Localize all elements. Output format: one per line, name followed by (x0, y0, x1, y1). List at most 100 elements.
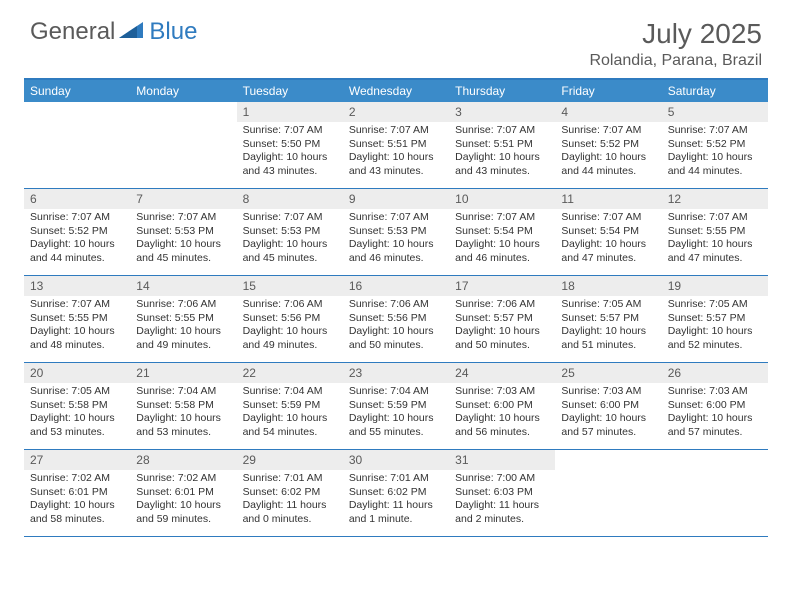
day-number: 8 (237, 189, 343, 209)
sunrise-line: Sunrise: 7:03 AM (561, 385, 655, 399)
day-number: 18 (555, 276, 661, 296)
daylight-line: Daylight: 10 hours and 53 minutes. (136, 412, 230, 439)
sunset-line: Sunset: 6:00 PM (455, 399, 549, 413)
day-details: Sunrise: 7:03 AMSunset: 6:00 PMDaylight:… (449, 383, 555, 444)
day-details: Sunrise: 7:06 AMSunset: 5:56 PMDaylight:… (237, 296, 343, 357)
daylight-line: Daylight: 11 hours and 0 minutes. (243, 499, 337, 526)
sunset-line: Sunset: 6:01 PM (30, 486, 124, 500)
sunrise-line: Sunrise: 7:07 AM (561, 124, 655, 138)
sunrise-line: Sunrise: 7:05 AM (561, 298, 655, 312)
day-details: Sunrise: 7:07 AMSunset: 5:54 PMDaylight:… (449, 209, 555, 270)
calendar-day: 27Sunrise: 7:02 AMSunset: 6:01 PMDayligh… (24, 450, 130, 536)
calendar-day: 6Sunrise: 7:07 AMSunset: 5:52 PMDaylight… (24, 189, 130, 275)
day-number: 12 (662, 189, 768, 209)
day-details: Sunrise: 7:02 AMSunset: 6:01 PMDaylight:… (130, 470, 236, 531)
day-number: 31 (449, 450, 555, 470)
sunrise-line: Sunrise: 7:06 AM (349, 298, 443, 312)
calendar-day: 13Sunrise: 7:07 AMSunset: 5:55 PMDayligh… (24, 276, 130, 362)
sunset-line: Sunset: 5:54 PM (455, 225, 549, 239)
sunset-line: Sunset: 5:59 PM (243, 399, 337, 413)
day-number: 26 (662, 363, 768, 383)
day-details: Sunrise: 7:07 AMSunset: 5:54 PMDaylight:… (555, 209, 661, 270)
calendar-day: 26Sunrise: 7:03 AMSunset: 6:00 PMDayligh… (662, 363, 768, 449)
sunset-line: Sunset: 5:55 PM (136, 312, 230, 326)
daylight-line: Daylight: 10 hours and 57 minutes. (561, 412, 655, 439)
day-details: Sunrise: 7:07 AMSunset: 5:52 PMDaylight:… (662, 122, 768, 183)
day-number: 11 (555, 189, 661, 209)
day-details: Sunrise: 7:00 AMSunset: 6:03 PMDaylight:… (449, 470, 555, 531)
day-header: Monday (130, 80, 236, 102)
sunset-line: Sunset: 5:52 PM (561, 138, 655, 152)
sunset-line: Sunset: 5:56 PM (349, 312, 443, 326)
daylight-line: Daylight: 10 hours and 57 minutes. (668, 412, 762, 439)
sunset-line: Sunset: 5:57 PM (455, 312, 549, 326)
calendar-day: 28Sunrise: 7:02 AMSunset: 6:01 PMDayligh… (130, 450, 236, 536)
sunset-line: Sunset: 5:52 PM (668, 138, 762, 152)
calendar-day: 2Sunrise: 7:07 AMSunset: 5:51 PMDaylight… (343, 102, 449, 188)
calendar-day: 14Sunrise: 7:06 AMSunset: 5:55 PMDayligh… (130, 276, 236, 362)
calendar-day: 31Sunrise: 7:00 AMSunset: 6:03 PMDayligh… (449, 450, 555, 536)
calendar-day: 12Sunrise: 7:07 AMSunset: 5:55 PMDayligh… (662, 189, 768, 275)
calendar-day: 17Sunrise: 7:06 AMSunset: 5:57 PMDayligh… (449, 276, 555, 362)
logo-text-blue: Blue (149, 18, 197, 46)
sunset-line: Sunset: 5:57 PM (561, 312, 655, 326)
sunrise-line: Sunrise: 7:05 AM (30, 385, 124, 399)
calendar-day: 3Sunrise: 7:07 AMSunset: 5:51 PMDaylight… (449, 102, 555, 188)
daylight-line: Daylight: 10 hours and 46 minutes. (455, 238, 549, 265)
daylight-line: Daylight: 10 hours and 53 minutes. (30, 412, 124, 439)
calendar-day: 1Sunrise: 7:07 AMSunset: 5:50 PMDaylight… (237, 102, 343, 188)
sunrise-line: Sunrise: 7:07 AM (243, 124, 337, 138)
daylight-line: Daylight: 11 hours and 1 minute. (349, 499, 443, 526)
daylight-line: Daylight: 10 hours and 43 minutes. (243, 151, 337, 178)
page-title: July 2025 (589, 18, 762, 50)
day-details: Sunrise: 7:04 AMSunset: 5:58 PMDaylight:… (130, 383, 236, 444)
logo-triangle-icon (119, 20, 145, 45)
sunset-line: Sunset: 5:56 PM (243, 312, 337, 326)
day-number: 24 (449, 363, 555, 383)
day-details: Sunrise: 7:03 AMSunset: 6:00 PMDaylight:… (555, 383, 661, 444)
day-details: Sunrise: 7:07 AMSunset: 5:52 PMDaylight:… (555, 122, 661, 183)
calendar-week: 20Sunrise: 7:05 AMSunset: 5:58 PMDayligh… (24, 363, 768, 450)
daylight-line: Daylight: 10 hours and 45 minutes. (136, 238, 230, 265)
daylight-line: Daylight: 10 hours and 43 minutes. (349, 151, 443, 178)
day-number: 6 (24, 189, 130, 209)
sunrise-line: Sunrise: 7:07 AM (30, 298, 124, 312)
day-header: Thursday (449, 80, 555, 102)
day-header: Saturday (662, 80, 768, 102)
sunrise-line: Sunrise: 7:07 AM (243, 211, 337, 225)
daylight-line: Daylight: 10 hours and 58 minutes. (30, 499, 124, 526)
logo-text-general: General (30, 18, 115, 46)
day-details: Sunrise: 7:05 AMSunset: 5:57 PMDaylight:… (662, 296, 768, 357)
calendar-day: 29Sunrise: 7:01 AMSunset: 6:02 PMDayligh… (237, 450, 343, 536)
day-details: Sunrise: 7:07 AMSunset: 5:51 PMDaylight:… (343, 122, 449, 183)
sunset-line: Sunset: 6:02 PM (243, 486, 337, 500)
day-details: Sunrise: 7:07 AMSunset: 5:50 PMDaylight:… (237, 122, 343, 183)
sunrise-line: Sunrise: 7:06 AM (243, 298, 337, 312)
daylight-line: Daylight: 10 hours and 55 minutes. (349, 412, 443, 439)
calendar-body: 1Sunrise: 7:07 AMSunset: 5:50 PMDaylight… (24, 102, 768, 537)
daylight-line: Daylight: 10 hours and 44 minutes. (561, 151, 655, 178)
day-number: 15 (237, 276, 343, 296)
daylight-line: Daylight: 10 hours and 49 minutes. (243, 325, 337, 352)
day-details: Sunrise: 7:05 AMSunset: 5:58 PMDaylight:… (24, 383, 130, 444)
calendar-week: 6Sunrise: 7:07 AMSunset: 5:52 PMDaylight… (24, 189, 768, 276)
day-header: Friday (555, 80, 661, 102)
daylight-line: Daylight: 10 hours and 59 minutes. (136, 499, 230, 526)
day-headers-row: SundayMondayTuesdayWednesdayThursdayFrid… (24, 80, 768, 102)
day-number: 9 (343, 189, 449, 209)
daylight-line: Daylight: 10 hours and 46 minutes. (349, 238, 443, 265)
day-number: 14 (130, 276, 236, 296)
day-number: 5 (662, 102, 768, 122)
day-details: Sunrise: 7:06 AMSunset: 5:55 PMDaylight:… (130, 296, 236, 357)
day-number: 7 (130, 189, 236, 209)
calendar-day: 7Sunrise: 7:07 AMSunset: 5:53 PMDaylight… (130, 189, 236, 275)
calendar-day: 18Sunrise: 7:05 AMSunset: 5:57 PMDayligh… (555, 276, 661, 362)
daylight-line: Daylight: 10 hours and 52 minutes. (668, 325, 762, 352)
sunrise-line: Sunrise: 7:07 AM (349, 124, 443, 138)
daylight-line: Daylight: 10 hours and 45 minutes. (243, 238, 337, 265)
day-number: 30 (343, 450, 449, 470)
title-block: July 2025 Rolandia, Parana, Brazil (589, 18, 762, 70)
day-details: Sunrise: 7:01 AMSunset: 6:02 PMDaylight:… (237, 470, 343, 531)
calendar-day: 20Sunrise: 7:05 AMSunset: 5:58 PMDayligh… (24, 363, 130, 449)
day-details: Sunrise: 7:05 AMSunset: 5:57 PMDaylight:… (555, 296, 661, 357)
